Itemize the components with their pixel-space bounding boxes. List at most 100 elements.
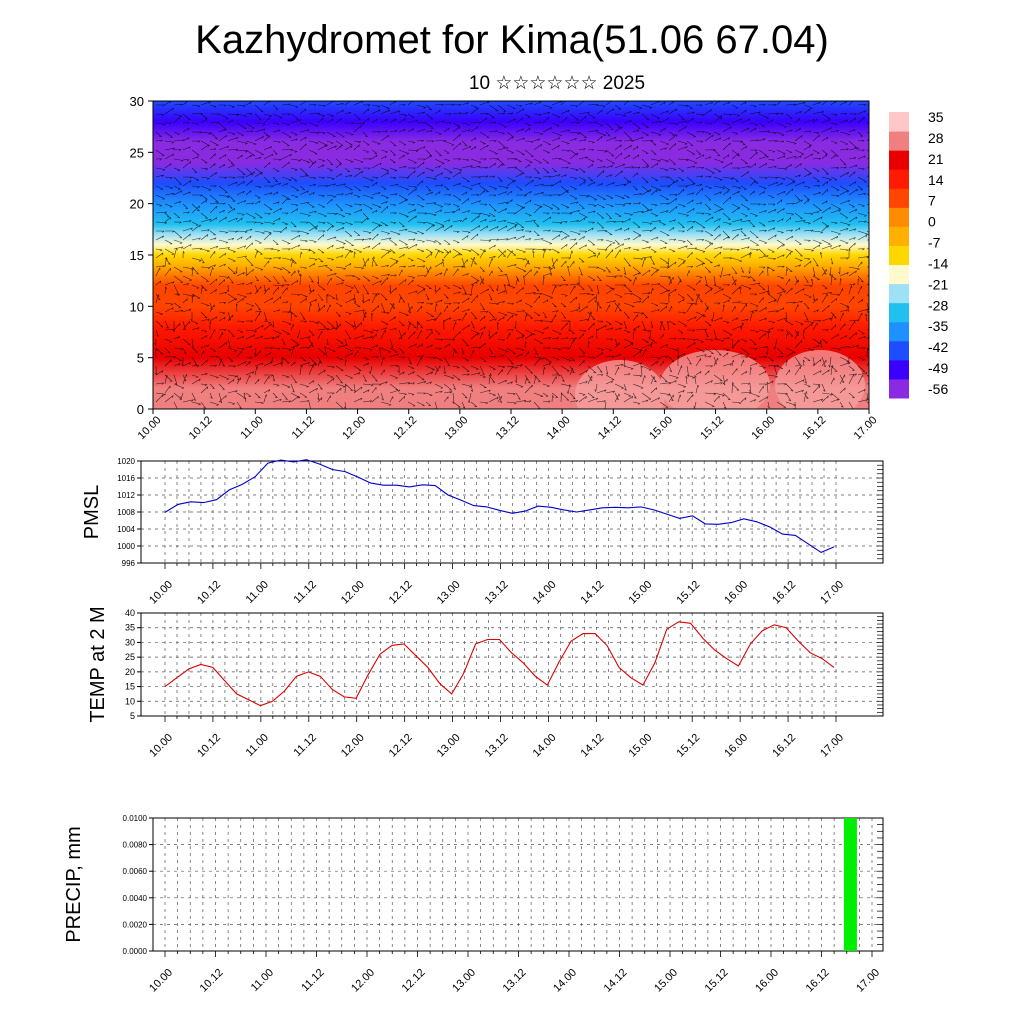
xs-xtick-label-0: 10.00 (136, 414, 164, 442)
g-temp-xtick-label-7: 13.12 (483, 732, 511, 760)
g-pmsl-xtick-label-12: 16.00 (722, 579, 750, 607)
warm-core-2 (775, 350, 865, 409)
g-pmsl-xtick-label-13: 16.12 (770, 579, 798, 607)
xs-xtick-label-4: 12.00 (340, 414, 368, 442)
g-pmsl-frame (140, 460, 884, 564)
g-precip-xtick-label-14: 17.00 (854, 967, 882, 995)
cross-section-plot: 0 5 10 15 20 25 30 10.00 10.12 11.00 11.12 12.00 12.… (130, 94, 880, 442)
g-pmsl-ytick-label-6: 1020 (117, 457, 135, 466)
g-precip-xtick-label-13: 16.12 (804, 967, 832, 995)
g-pmsl-xtick-label-6: 13.00 (435, 579, 463, 607)
g-precip-xtick-label-9: 14.12 (602, 967, 630, 995)
colorbar-label-1: 28 (928, 130, 944, 146)
xs-ytick-label-30: 30 (130, 94, 144, 109)
g-precip-xtick-label-8: 14.00 (551, 967, 579, 995)
g-precip-ytick-label-1: 0.0020 (123, 920, 148, 929)
g-precip-xtick-label-7: 13.12 (501, 967, 529, 995)
xs-xtick-label-8: 14.00 (545, 414, 573, 442)
xs-ytick-label-5: 5 (137, 351, 144, 366)
colorbar-label-8: -21 (928, 276, 948, 292)
g-precip-bar-53 (843, 818, 857, 951)
g-pmsl-ytick-label-4: 1012 (117, 491, 135, 500)
colorbar-swatch-14 (889, 112, 909, 132)
g-precip-ylabel: PRECIP, mm (63, 826, 85, 942)
g-precip-ytick-label-5: 0.0100 (123, 814, 148, 823)
g-temp-xtick-label-2: 11.00 (244, 732, 271, 759)
g-pmsl-ytick-label-1: 1000 (117, 542, 135, 551)
g-temp-ytick-label-5: 30 (125, 637, 135, 647)
colorbar-label-0: 35 (928, 109, 944, 125)
colorbar-label-13: -56 (928, 381, 948, 397)
colorbar-label-7: -14 (928, 255, 948, 271)
g-temp-ytick-label-1: 10 (125, 696, 135, 706)
g-precip-xtick-label-3: 11.12 (299, 967, 326, 994)
xs-ytick-label-10: 10 (130, 299, 144, 314)
colorbar: 35 28 21 14 7 0 -7 -14 -21 -28 -35 -42 -49 -56 (889, 109, 948, 399)
g-temp-xtick-label-13: 16.12 (770, 732, 798, 760)
g-temp-xtick-label-1: 10.12 (195, 732, 223, 760)
colorbar-swatch-1 (889, 359, 909, 380)
colorbar-swatch-11 (889, 169, 909, 189)
xs-xtick-label-6: 13.00 (443, 414, 471, 442)
g-temp-xtick-label-14: 17.00 (818, 732, 846, 760)
g-pmsl-ytick-label-3: 1008 (117, 508, 135, 517)
g-pmsl-xtick-label-9: 14.12 (579, 579, 607, 607)
colorbar-label-5: 0 (928, 214, 936, 230)
colorbar-label-3: 14 (928, 172, 944, 188)
g-precip-ytick-label-4: 0.0080 (123, 841, 148, 850)
g-pmsl-ylabel: PMSL (81, 485, 103, 539)
g-temp-xtick-label-3: 11.12 (292, 732, 319, 759)
colorbar-label-9: -28 (928, 297, 948, 313)
g-temp-series-line (164, 621, 835, 707)
g-temp-xtick-label-11: 15.12 (674, 732, 702, 760)
g-precip-xtick-label-4: 12.00 (349, 967, 377, 995)
colorbar-label-2: 21 (928, 151, 944, 167)
g-temp-xtick-label-10: 15.00 (626, 732, 654, 760)
g-pmsl-xtick-label-10: 15.00 (626, 579, 654, 607)
g-precip-xtick-label-12: 16.00 (753, 967, 781, 995)
xs-xtick-label-5: 12.12 (391, 414, 419, 442)
g-temp-xtick-label-8: 14.00 (531, 732, 559, 760)
xs-xtick-label-11: 15.12 (698, 414, 726, 442)
g-temp-xtick-label-5: 12.12 (387, 732, 415, 760)
colorbar-swatch-12 (889, 150, 909, 170)
g-pmsl-xtick-label-0: 10.00 (147, 579, 175, 607)
g-precip-ytick-label-0: 0.0000 (123, 947, 148, 956)
g-temp-ytick-label-7: 40 (125, 608, 135, 618)
colorbar-swatch-9 (889, 207, 909, 227)
colorbar-label-11: -42 (928, 339, 948, 355)
warm-core-0 (575, 360, 665, 409)
g-temp-xtick-label-9: 14.12 (579, 732, 607, 760)
g-temp-ytick-label-4: 25 (125, 652, 135, 662)
warm-cores (575, 350, 865, 409)
g-temp-xtick-label-12: 16.00 (722, 732, 750, 760)
warm-core-1 (660, 350, 770, 409)
g-pmsl-xtick-label-3: 11.12 (292, 579, 319, 606)
colorbar-swatch-6 (889, 264, 909, 285)
xs-xtick-label-13: 16.12 (801, 414, 829, 442)
g-pmsl-xtick-label-11: 15.12 (674, 579, 702, 607)
g-temp-xtick-label-4: 12.00 (339, 732, 367, 760)
xs-xtick-label-9: 14.12 (596, 414, 624, 442)
g-precip-frame (152, 817, 884, 952)
colorbar-swatch-5 (889, 283, 909, 304)
g-precip-xtick-label-11: 15.12 (703, 967, 731, 995)
g-temp-ylabel: TEMP at 2 M (87, 606, 109, 722)
xs-xtick-label-14: 17.00 (852, 414, 880, 442)
g-precip-xtick-label-0: 10.00 (147, 967, 175, 995)
xs-ytick-label-25: 25 (130, 145, 144, 160)
g-precip-ytick-label-2: 0.0040 (123, 894, 148, 903)
g-temp-frame (140, 612, 884, 717)
colorbar-swatch-13 (889, 131, 909, 151)
colorbar-swatch-10 (889, 188, 909, 208)
wind-vectors (154, 101, 869, 409)
g-pmsl-series-line (164, 459, 835, 554)
g-temp-ytick-label-0: 5 (130, 711, 135, 721)
colorbar-swatch-3 (889, 321, 909, 342)
g-temp-ytick-label-2: 15 (125, 682, 135, 692)
xs-ytick-label-0: 0 (137, 402, 144, 417)
g-temp-ytick-label-6: 35 (125, 623, 135, 633)
colorbar-label-4: 7 (928, 193, 936, 209)
xs-ytick-label-15: 15 (130, 248, 144, 263)
temp2m-plot: 5 10 15 20 25 30 35 40 10.00 10.12 11.00 11.12 12.00… (87, 606, 884, 760)
